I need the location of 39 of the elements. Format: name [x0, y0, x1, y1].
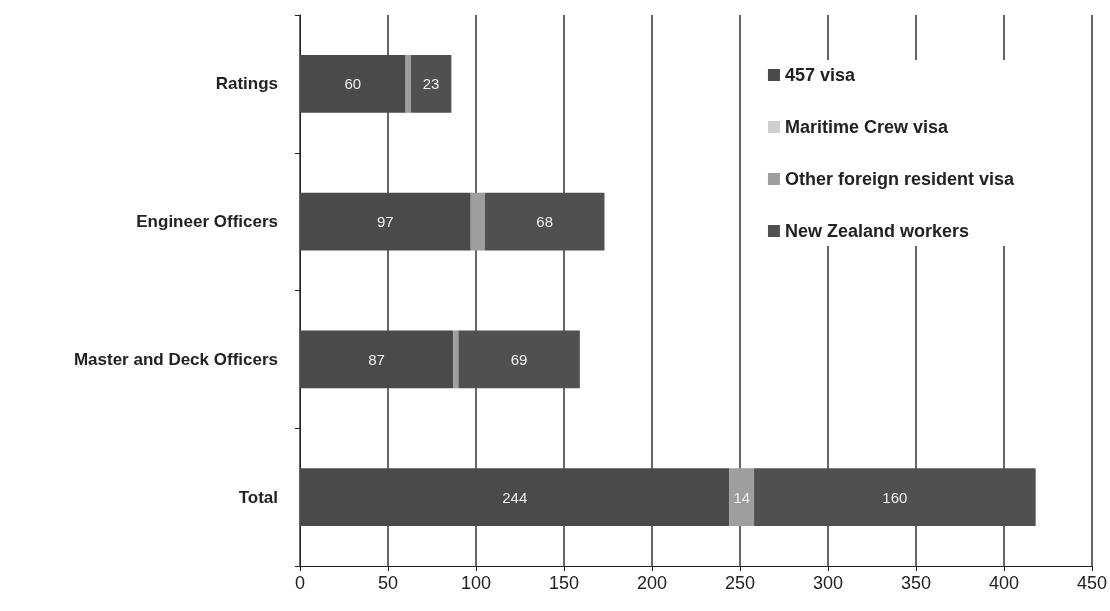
bar: [300, 54, 406, 113]
bar: [300, 192, 471, 251]
x-tick-label: 300: [812, 573, 844, 593]
data-label: 244: [502, 488, 528, 506]
x-tick-label: 250: [724, 573, 756, 593]
legend-label: Maritime Crew visa: [784, 117, 949, 137]
bar: [729, 468, 755, 527]
bar: [453, 330, 459, 389]
x-tick-label: 50: [377, 573, 399, 593]
x-tick-label: 100: [460, 573, 492, 593]
bar: [484, 192, 605, 251]
data-label: 23: [422, 75, 440, 93]
y-tick-label: Master and Deck Officers: [73, 349, 278, 369]
bar: [754, 468, 1036, 527]
legend-label: New Zealand workers: [784, 221, 970, 241]
data-label: 14: [733, 488, 751, 506]
legend-label: Other foreign resident visa: [784, 169, 1015, 189]
bar: [300, 330, 454, 389]
data-label: 60: [344, 75, 362, 93]
bar: [405, 54, 411, 113]
x-tick-label: 0: [294, 573, 306, 593]
data-label: 69: [510, 350, 528, 368]
bar: [470, 192, 485, 251]
x-tick-label: 450: [1076, 573, 1108, 593]
x-tick-label: 400: [988, 573, 1020, 593]
y-tick-label: Engineer Officers: [136, 212, 278, 232]
legend-label: 457 visa: [784, 65, 856, 85]
y-tick-label: Total: [238, 487, 278, 507]
data-label: 87: [368, 350, 385, 368]
data-label: 68: [536, 213, 553, 231]
bar: [410, 54, 452, 113]
x-tick-label: 350: [900, 573, 932, 593]
x-tick-label: 150: [548, 573, 580, 593]
bar: [458, 330, 580, 389]
bar: [300, 468, 730, 527]
data-label: 97: [377, 213, 394, 231]
data-label: 160: [882, 488, 908, 506]
x-tick-label: 200: [636, 573, 668, 593]
y-tick-label: Ratings: [215, 74, 278, 94]
